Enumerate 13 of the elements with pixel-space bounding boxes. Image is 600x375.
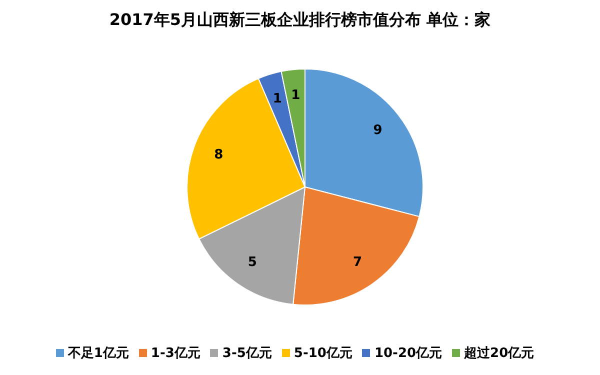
legend-label: 超过20亿元 (464, 346, 534, 361)
data-label: 1 (291, 88, 300, 103)
data-label: 1 (272, 92, 282, 107)
data-label: 9 (373, 123, 382, 138)
data-label: 8 (214, 148, 224, 163)
legend-label: 10-20亿元 (374, 346, 442, 361)
legend-label: 不足1亿元 (68, 346, 129, 361)
data-label: 5 (248, 255, 257, 270)
legend-label: 5-10亿元 (294, 346, 352, 361)
chart-title: 2017年5月山西新三板企业排行榜市值分布 单位：家 (108, 10, 492, 31)
legend-label: 3-5亿元 (222, 346, 272, 361)
data-label: 7 (353, 255, 362, 270)
legend-label: 1-3亿元 (150, 346, 200, 361)
